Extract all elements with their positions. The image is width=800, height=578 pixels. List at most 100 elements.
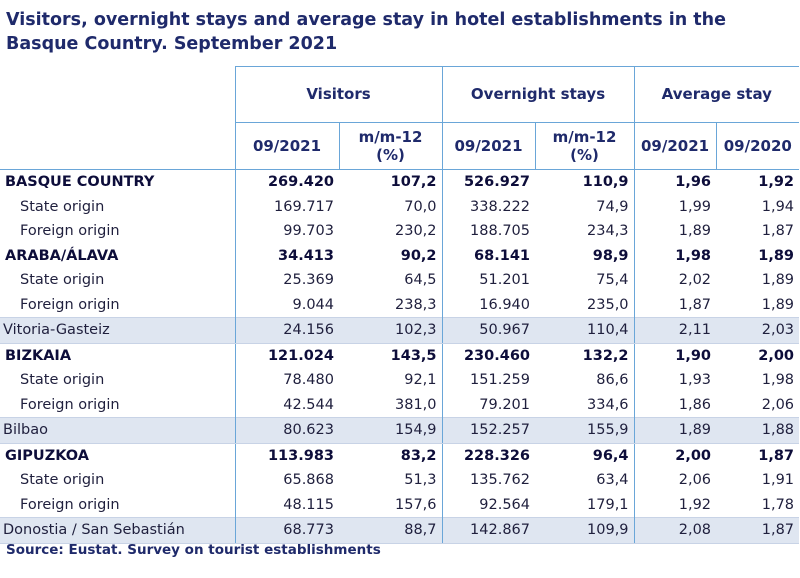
table-cell: 1,88 xyxy=(716,417,800,444)
column-header: 09/2020 xyxy=(715,122,800,170)
table-cell: 102,3 xyxy=(339,317,443,344)
table-cell: 230,2 xyxy=(395,223,437,240)
row-label: Foreign origin xyxy=(20,496,120,513)
table-cell: 154,9 xyxy=(339,417,443,444)
table-row: ARABA/ÁLAVA 34.413 90,2 68.141 98,9 1,98 1,89 xyxy=(0,243,799,268)
table-cell: 1,87 xyxy=(761,223,795,240)
table-cell: 86,6 xyxy=(596,372,629,389)
table-cell: 1,87 xyxy=(716,517,800,544)
table-cell: 179,1 xyxy=(587,496,629,513)
row-label: ARABA/ÁLAVA xyxy=(5,247,119,264)
table-row: Donostia / San Sebastián 68.773 88,7 142.86… xyxy=(0,517,800,544)
column-header: m/m-12 (%) xyxy=(534,122,635,170)
table-cell: 88,7 xyxy=(339,517,443,544)
table-cell: 230.460 xyxy=(441,343,536,368)
row-label: Foreign origin xyxy=(20,396,120,413)
table-cell: 269.420 xyxy=(234,169,339,195)
table-cell: 1,99 xyxy=(633,194,717,219)
row-label: GIPUZKOA xyxy=(5,447,89,464)
table-cell: 152.257 xyxy=(441,417,536,444)
table-cell: 2,11 xyxy=(633,317,717,344)
table-cell: 234,3 xyxy=(587,223,629,240)
table-cell: 68.141 xyxy=(441,243,536,268)
table-row: GIPUZKOA 113.983 83,2 228.326 96,4 2,00 1,87 xyxy=(0,443,799,468)
table-cell: 78.480 xyxy=(234,368,339,393)
column-header: 09/2021 xyxy=(234,122,339,170)
table-cell: 79.201 xyxy=(441,392,536,418)
source-note: Source: Eustat. Survey on tourist establ… xyxy=(6,542,381,558)
table-cell: 1,92 xyxy=(758,174,795,191)
row-label: Donostia / San Sebastián xyxy=(0,517,235,544)
table-cell: 80.623 xyxy=(234,417,339,444)
table-cell: 96,4 xyxy=(592,447,629,464)
table-row: State origin 65.868 51,3 135.762 63,4 2,06 1,9… xyxy=(0,468,799,493)
table-cell: 155,9 xyxy=(535,417,635,444)
row-label: BASQUE COUNTRY xyxy=(5,174,155,191)
table-cell: 1,90 xyxy=(633,343,717,368)
table-cell: 1,94 xyxy=(761,198,795,215)
row-label: Foreign origin xyxy=(20,223,120,240)
table-cell: 1,86 xyxy=(633,392,717,418)
table-cell: 1,89 xyxy=(633,417,717,444)
table-row: Foreign origin 99.703 230,2 188.705 234,3 1,8… xyxy=(0,219,799,244)
table-cell: 238,3 xyxy=(395,296,437,313)
table-row: Foreign origin 42.544 381,0 79.201 334,6 1,86… xyxy=(0,392,799,418)
table-cell: 110,4 xyxy=(535,317,635,344)
table-row: Vitoria-Gasteiz 24.156 102,3 50.967 110,4 2,1… xyxy=(0,317,800,344)
table-row: BIZKAIA 121.024 143,5 230.460 132,2 1,90 2,00 xyxy=(0,343,799,368)
row-label: BIZKAIA xyxy=(5,347,72,364)
table-cell: 142.867 xyxy=(441,517,536,544)
table-cell: 113.983 xyxy=(234,443,339,468)
row-label: State origin xyxy=(20,372,105,389)
row-label: Foreign origin xyxy=(20,296,120,313)
table-cell: 1,87 xyxy=(633,292,717,318)
table-cell: 151.259 xyxy=(441,368,536,393)
column-header: m/m-12 (%) xyxy=(338,122,443,170)
row-label: Bilbao xyxy=(0,417,235,444)
table-row: State origin 169.717 70,0 338.222 74,9 1,99 1,… xyxy=(0,194,799,219)
table-row: Foreign origin 9.044 238,3 16.940 235,0 1,87 1… xyxy=(0,292,799,318)
table-cell: 157,6 xyxy=(395,496,437,513)
table-cell: 75,4 xyxy=(596,272,629,289)
table-cell: 74,9 xyxy=(596,198,629,215)
table-cell: 228.326 xyxy=(441,443,536,468)
table-cell: 64,5 xyxy=(404,272,437,289)
table-row: State origin 78.480 92,1 151.259 86,6 1,93 1,9… xyxy=(0,368,799,393)
table-cell: 2,02 xyxy=(633,268,717,293)
table-cell: 169.717 xyxy=(234,194,339,219)
table-cell: 132,2 xyxy=(582,347,629,364)
table-row: BASQUE COUNTRY 269.420 107,2 526.927 110,9 1,… xyxy=(0,169,799,195)
table-cell: 188.705 xyxy=(441,219,536,244)
table-cell: 1,78 xyxy=(761,496,795,513)
table-cell: 92.564 xyxy=(441,492,536,518)
column-header: 09/2021 xyxy=(441,122,536,170)
table-cell: 110,9 xyxy=(582,174,629,191)
table-cell: 2,06 xyxy=(633,468,717,493)
table-cell: 16.940 xyxy=(441,292,536,318)
table-cell: 235,0 xyxy=(587,296,629,313)
table-cell: 24.156 xyxy=(234,317,339,344)
column-header: 09/2021 xyxy=(633,122,717,170)
table-cell: 68.773 xyxy=(234,517,339,544)
table-cell: 1,98 xyxy=(633,243,717,268)
table-cell: 381,0 xyxy=(395,396,437,413)
header-row-columns: 09/2021 m/m-12 (%) 09/2021 m/m-12 (%) 09/202… xyxy=(0,122,800,170)
group-header-average-stay: Average stay xyxy=(633,66,800,123)
row-label: State origin xyxy=(20,272,105,289)
group-header-overnight-stays: Overnight stays xyxy=(441,66,635,123)
table-cell: 334,6 xyxy=(587,396,629,413)
table-cell: 2,06 xyxy=(761,396,795,413)
table-cell: 1,87 xyxy=(758,447,795,464)
table-cell: 1,92 xyxy=(633,492,717,518)
table-cell: 135.762 xyxy=(441,468,536,493)
row-label: State origin xyxy=(20,198,105,215)
row-label: Vitoria-Gasteiz xyxy=(0,317,235,344)
table-cell: 1,96 xyxy=(633,169,717,195)
table-cell: 63,4 xyxy=(596,472,629,489)
row-label: State origin xyxy=(20,472,105,489)
table-cell: 2,00 xyxy=(758,347,795,364)
table-cell: 99.703 xyxy=(234,219,339,244)
table-cell: 107,2 xyxy=(390,174,437,191)
header-blank xyxy=(0,122,235,170)
table-cell: 109,9 xyxy=(535,517,635,544)
